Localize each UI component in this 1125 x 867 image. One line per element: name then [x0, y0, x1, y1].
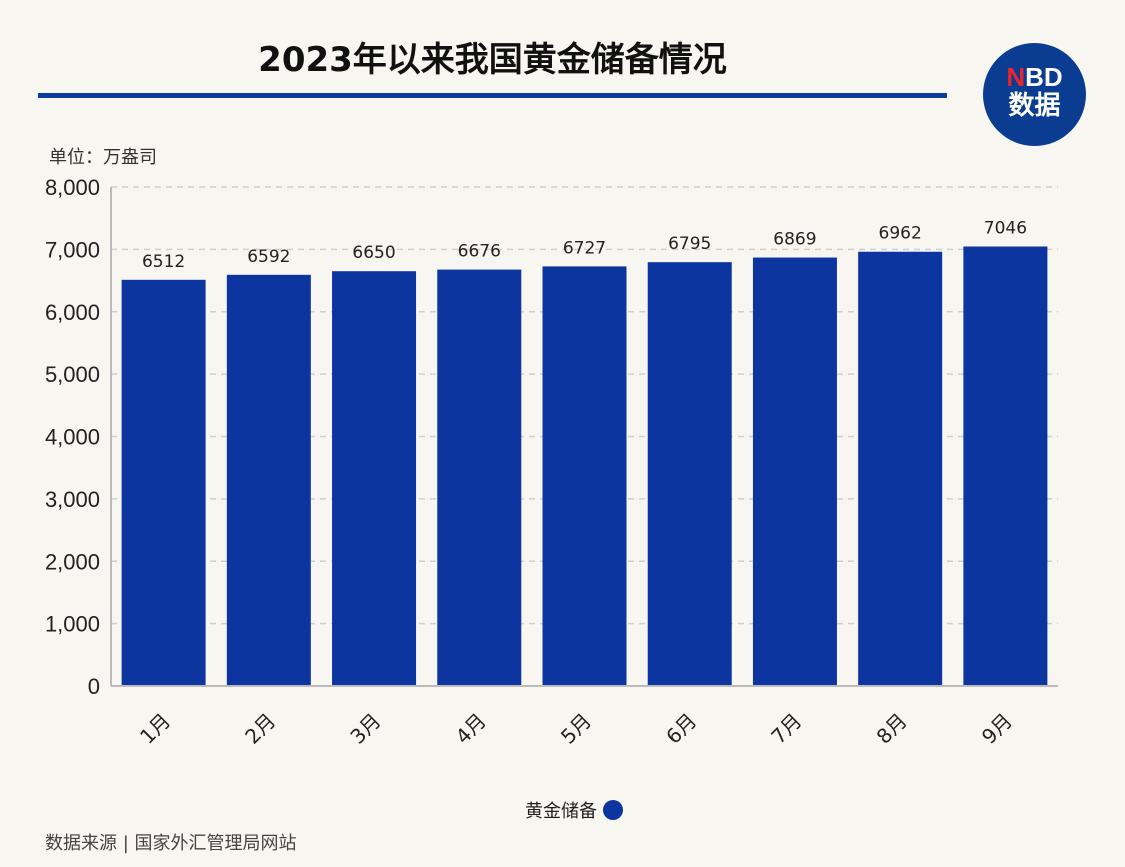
data-label: 6592 [247, 247, 290, 267]
bar [121, 279, 206, 686]
y-tick-label: 3,000 [45, 487, 100, 512]
y-tick-label: 8,000 [45, 175, 100, 200]
x-tick-label: 2月 [240, 709, 280, 749]
x-tick-label: 9月 [977, 709, 1017, 749]
x-tick-label: 1月 [135, 709, 175, 749]
legend-marker [603, 800, 623, 820]
y-tick-label: 0 [88, 674, 100, 699]
x-tick-label: 8月 [872, 709, 912, 749]
data-label: 6512 [142, 252, 185, 272]
nbd-logo: NBD 数据 [983, 43, 1086, 146]
x-tick-label: 3月 [345, 709, 385, 749]
y-tick-label: 7,000 [45, 237, 100, 262]
y-tick-label: 4,000 [45, 425, 100, 450]
chart-title: 2023年以来我国黄金储备情况 [258, 40, 727, 80]
unit-label: 单位：万盎司 [49, 147, 157, 168]
x-tick-label: 5月 [556, 709, 596, 749]
bar [963, 246, 1048, 687]
data-label: 6676 [458, 242, 501, 262]
x-tick-label: 4月 [451, 709, 491, 749]
y-tick-label: 5,000 [45, 362, 100, 387]
bar [752, 257, 837, 686]
data-label: 6869 [773, 230, 816, 250]
bar [226, 274, 311, 686]
legend-label: 黄金储备 [525, 801, 597, 822]
data-label: 6962 [879, 224, 922, 244]
x-tick-label: 7月 [766, 709, 806, 749]
bar [332, 271, 417, 686]
x-tick-label: 6月 [661, 709, 701, 749]
bar [858, 251, 943, 687]
data-label: 7046 [984, 219, 1027, 239]
legend: 黄金储备 [525, 797, 623, 823]
data-label: 6795 [668, 234, 711, 254]
y-tick-label: 2,000 [45, 549, 100, 574]
data-label: 6650 [352, 243, 395, 263]
y-tick-label: 1,000 [45, 612, 100, 637]
y-tick-label: 6,000 [45, 300, 100, 325]
bar [647, 262, 732, 686]
title-divider [38, 93, 947, 98]
bar [542, 266, 627, 686]
source-note: 数据来源 | 国家外汇管理局网站 [45, 833, 297, 854]
bar [437, 269, 522, 686]
data-label: 6727 [563, 238, 606, 258]
